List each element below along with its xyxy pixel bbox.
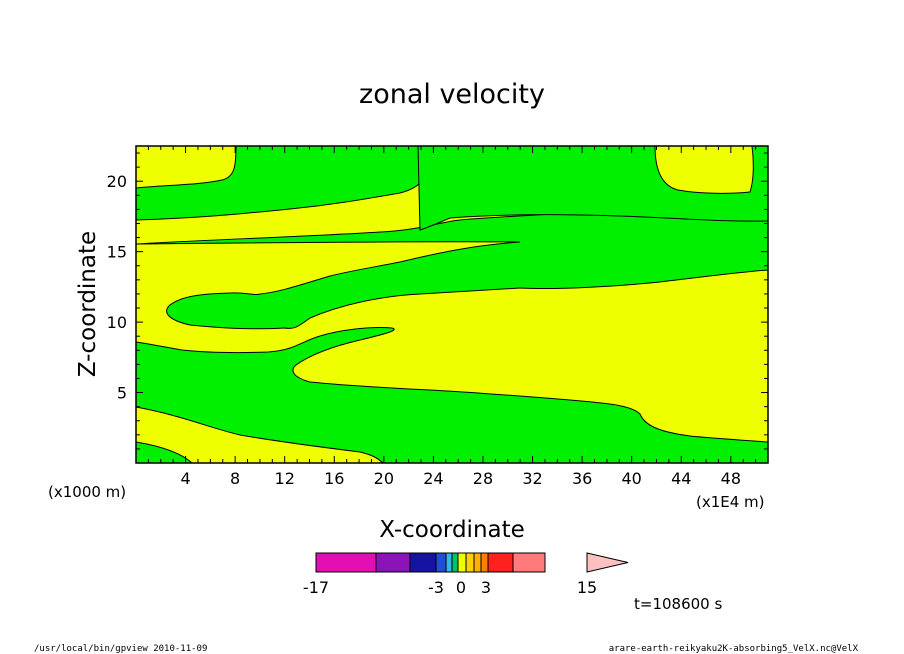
- x-unit-label: (x1E4 m): [696, 493, 765, 511]
- colorbar-segment: [480, 552, 489, 573]
- x-tick-label: 36: [572, 469, 592, 488]
- colorbar-segment: [315, 552, 377, 573]
- colorbar-segment: [473, 552, 482, 573]
- z-unit-label: (x1000 m): [48, 483, 126, 501]
- x-tick-label: 8: [230, 469, 240, 488]
- colorbar-segment: [487, 552, 514, 573]
- x-tick-marks: 4 8 12 16 20 24 28 32 36 40 44 48: [147, 146, 757, 488]
- green-region-upper-right: [417, 145, 769, 231]
- x-tick-label: 20: [374, 469, 394, 488]
- colorbar-segment: [445, 552, 453, 573]
- colorbar-tick-label: 15: [577, 578, 597, 597]
- colorbar-segment: [512, 552, 546, 573]
- colorbar-tick-label: 0: [456, 578, 466, 597]
- x-tick-label: 28: [473, 469, 493, 488]
- plot-frame: [135, 145, 769, 464]
- y-tick-label: 5: [117, 384, 127, 403]
- x-tick-label: 44: [671, 469, 691, 488]
- footer-left: /usr/local/bin/gpview 2010-11-09: [34, 644, 207, 654]
- colorbar: -17 -3 0 3 15: [303, 552, 629, 597]
- x-tick-label: 12: [275, 469, 295, 488]
- y-tick-label: 20: [107, 172, 127, 191]
- y-tick-label: 15: [107, 243, 127, 262]
- chart-title: zonal velocity: [359, 79, 545, 110]
- colorbar-segment: [457, 552, 467, 573]
- colorbar-tick-label: -17: [303, 578, 329, 597]
- x-axis-label: X-coordinate: [379, 517, 525, 543]
- x-tick-label: 40: [622, 469, 642, 488]
- colorbar-segment: [409, 552, 437, 573]
- x-tick-label: 4: [180, 469, 190, 488]
- colorbar-segment: [435, 552, 447, 573]
- colorbar-segment: [375, 552, 411, 573]
- y-tick-marks: 5 10 15 20: [107, 152, 768, 450]
- green-region-band-low: [135, 327, 769, 464]
- x-tick-label: 32: [522, 469, 542, 488]
- colorbar-segment: [465, 552, 475, 573]
- colorbar-segment: [451, 552, 459, 573]
- x-tick-label: 48: [721, 469, 741, 488]
- colorbar-tick-label: 3: [481, 578, 491, 597]
- footer-right: arare-earth-reikyaku2K-absorbing5_VelX.n…: [609, 644, 859, 654]
- x-tick-label: 24: [423, 469, 443, 488]
- colorbar-extend-arrow: [586, 552, 629, 573]
- green-region-band-high: [135, 145, 431, 221]
- time-label: t=108600 s: [634, 595, 722, 613]
- x-tick-label: 16: [324, 469, 344, 488]
- y-axis-label: Z-coordinate: [75, 231, 101, 377]
- colorbar-tick-label: -3: [428, 578, 444, 597]
- y-tick-label: 10: [107, 313, 127, 332]
